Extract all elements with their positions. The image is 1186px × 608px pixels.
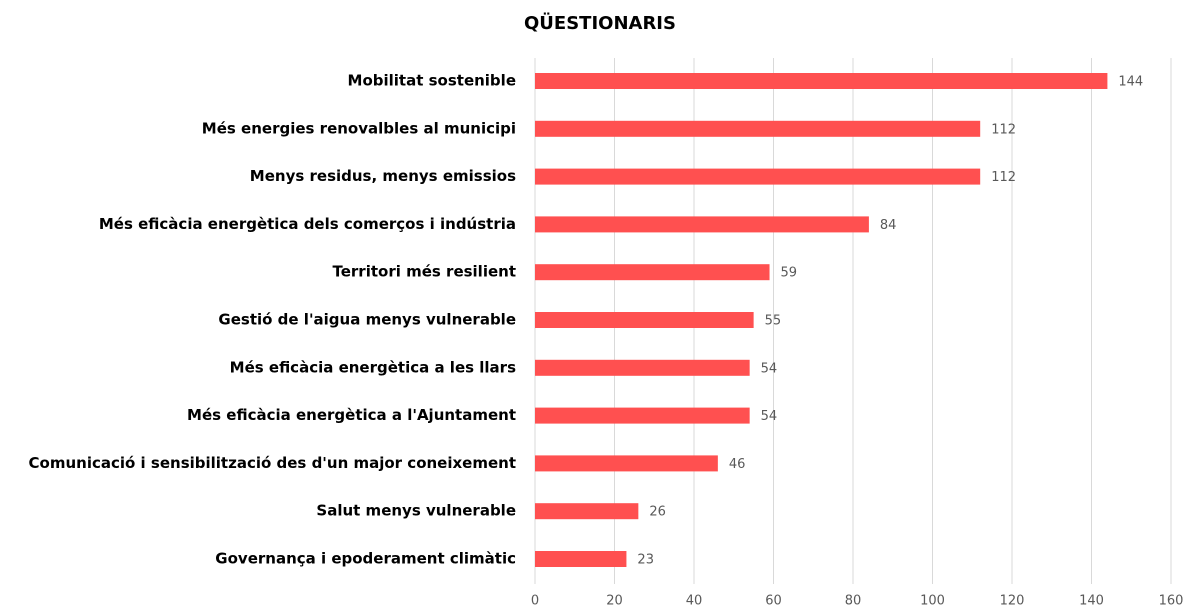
bar xyxy=(535,73,1108,89)
bar xyxy=(535,503,639,520)
value-label: 112 xyxy=(991,122,1016,137)
x-tick-label: 40 xyxy=(686,594,703,608)
x-tick-label: 160 xyxy=(1159,594,1184,608)
value-label: 26 xyxy=(649,505,666,520)
bar xyxy=(535,359,750,376)
y-tick-label: Governança i epoderament climàtic xyxy=(215,550,516,568)
y-tick-label: Comunicació i sensibilització des d'un m… xyxy=(29,454,516,472)
value-label: 112 xyxy=(991,170,1016,185)
chart-title: QÜESTIONARIS xyxy=(524,12,676,34)
bar xyxy=(535,120,981,137)
value-label: 55 xyxy=(765,314,782,329)
x-tick-label: 100 xyxy=(920,594,945,608)
bar xyxy=(535,264,770,281)
y-tick-label: Territori més resilient xyxy=(333,263,517,281)
y-tick-label: Més eficàcia energètica dels comerços i … xyxy=(99,215,516,233)
y-tick-label: Gestió de l'aigua menys vulnerable xyxy=(218,311,516,329)
value-label: 54 xyxy=(761,361,778,376)
bar xyxy=(535,168,981,185)
y-tick-label: Salut menys vulnerable xyxy=(316,502,516,520)
x-tick-label: 60 xyxy=(765,594,782,608)
value-label: 84 xyxy=(880,218,897,233)
bar xyxy=(535,455,718,472)
bar xyxy=(535,216,869,233)
x-tick-label: 0 xyxy=(531,594,539,608)
bar xyxy=(535,551,627,567)
y-tick-label: Més eficàcia energètica a les llars xyxy=(230,358,516,376)
x-tick-label: 140 xyxy=(1079,594,1104,608)
value-label: 23 xyxy=(637,553,654,568)
bar xyxy=(535,312,754,328)
bar xyxy=(535,407,750,424)
value-label: 144 xyxy=(1118,75,1143,90)
value-label: 46 xyxy=(729,457,746,472)
x-tick-label: 80 xyxy=(845,594,862,608)
y-tick-label: Més eficàcia energètica a l'Ajuntament xyxy=(187,406,516,424)
value-label: 54 xyxy=(761,409,778,424)
x-tick-label: 20 xyxy=(606,594,623,608)
y-tick-label: Menys residus, menys emissios xyxy=(250,167,516,185)
value-label: 59 xyxy=(781,266,798,281)
y-tick-label: Mobilitat sostenible xyxy=(348,72,516,90)
x-tick-label: 120 xyxy=(1000,594,1025,608)
y-tick-label: Més energies renovalbles al municipi xyxy=(202,119,516,137)
